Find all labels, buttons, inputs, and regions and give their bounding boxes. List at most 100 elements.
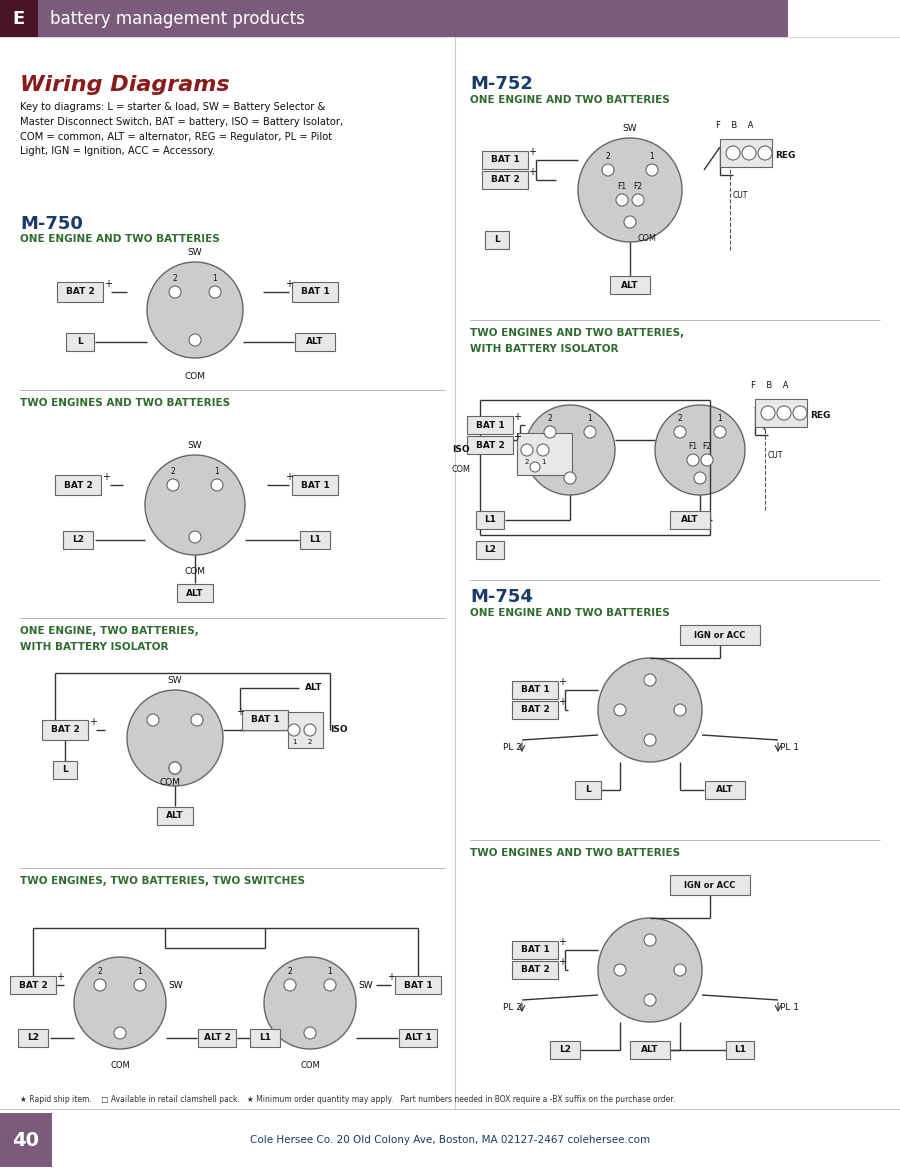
Circle shape [598,918,702,1022]
Text: SW: SW [358,981,373,989]
Text: L: L [62,766,68,775]
Text: +: + [558,697,566,707]
Circle shape [646,164,658,177]
Text: +: + [236,707,244,717]
Text: BAT 1: BAT 1 [301,480,329,490]
Bar [550,1042,580,1059]
Circle shape [578,138,682,242]
Text: COM: COM [451,465,470,475]
Text: L: L [494,235,500,244]
Circle shape [674,426,686,438]
Text: L1: L1 [484,516,496,525]
Bar [517,433,572,475]
Circle shape [147,714,159,726]
Text: IGN or ACC: IGN or ACC [684,880,735,890]
Bar [177,584,213,602]
Bar [53,761,77,779]
Bar [38,0,788,37]
Circle shape [191,714,203,726]
Text: BAT 2: BAT 2 [50,726,79,734]
Bar [670,511,710,530]
Text: 1: 1 [541,459,545,465]
Circle shape [644,675,656,686]
Text: ALT 1: ALT 1 [405,1033,431,1043]
Bar [198,1029,236,1047]
Bar [57,282,103,302]
Text: ALT: ALT [681,516,698,525]
Circle shape [674,704,686,715]
Circle shape [701,454,713,466]
Circle shape [793,406,807,420]
Bar [42,720,88,740]
Text: 1: 1 [328,967,332,976]
Text: +: + [56,971,64,982]
Bar [66,333,94,351]
Text: 2: 2 [606,152,610,161]
Circle shape [644,934,656,946]
Text: M-750: M-750 [20,215,83,233]
Text: +: + [558,957,566,967]
Circle shape [644,994,656,1007]
Bar [10,976,56,994]
Text: 2: 2 [547,414,553,423]
Circle shape [324,978,336,991]
Circle shape [521,444,533,456]
Text: L1: L1 [259,1033,271,1043]
Text: ★ Rapid ship item.    □ Available in retail clamshell pack.   ★ Minimum order qu: ★ Rapid ship item. □ Available in retail… [20,1095,675,1104]
Circle shape [761,406,775,420]
Circle shape [209,286,221,298]
Text: ALT 2: ALT 2 [203,1033,230,1043]
Text: +: + [285,472,293,482]
Bar [482,151,528,170]
Circle shape [644,734,656,746]
Text: +: + [285,279,293,289]
Circle shape [777,406,791,420]
Text: TWO ENGINES AND TWO BATTERIES: TWO ENGINES AND TWO BATTERIES [20,397,230,408]
Bar [575,781,601,798]
Bar [0,1113,52,1167]
Text: BAT 2: BAT 2 [520,706,549,714]
Text: F1: F1 [688,442,698,451]
Circle shape [169,286,181,298]
Text: BAT 2: BAT 2 [66,288,94,297]
Text: Wiring Diagrams: Wiring Diagrams [20,75,230,95]
Text: Key to diagrams: L = starter & load, SW = Battery Selector &
Master Disconnect S: Key to diagrams: L = starter & load, SW … [20,102,343,157]
Circle shape [694,472,706,484]
Text: 1: 1 [650,152,654,161]
Text: BAT 1: BAT 1 [520,946,549,955]
Bar [0,1111,900,1169]
Text: 2: 2 [288,967,292,976]
Bar [630,1042,670,1059]
Text: L2: L2 [72,535,84,545]
Circle shape [169,762,181,774]
Circle shape [584,426,596,438]
Circle shape [564,472,576,484]
Circle shape [211,479,223,491]
Circle shape [602,164,614,177]
Text: BAT 1: BAT 1 [475,421,504,429]
Text: 1: 1 [292,739,296,745]
Text: 1: 1 [717,414,723,423]
Bar [242,710,288,729]
Text: 2: 2 [173,274,177,283]
Text: 1: 1 [588,414,592,423]
Circle shape [714,426,726,438]
Text: L: L [77,338,83,346]
Text: 1: 1 [212,274,218,283]
Circle shape [169,762,181,774]
Circle shape [189,334,201,346]
Bar [63,531,93,549]
Circle shape [616,194,628,206]
Text: BAT 1: BAT 1 [250,715,279,725]
Circle shape [726,146,740,160]
Text: F    B    A: F B A [752,381,788,390]
Text: ALT: ALT [306,338,324,346]
Text: ALT: ALT [166,811,184,821]
Bar [157,807,193,825]
Text: BAT 2: BAT 2 [64,480,93,490]
Text: COM: COM [300,1061,319,1070]
Text: F2: F2 [702,442,712,451]
Text: SW: SW [167,676,183,685]
Circle shape [687,454,699,466]
Text: ONE ENGINE AND TWO BATTERIES: ONE ENGINE AND TWO BATTERIES [20,234,220,244]
